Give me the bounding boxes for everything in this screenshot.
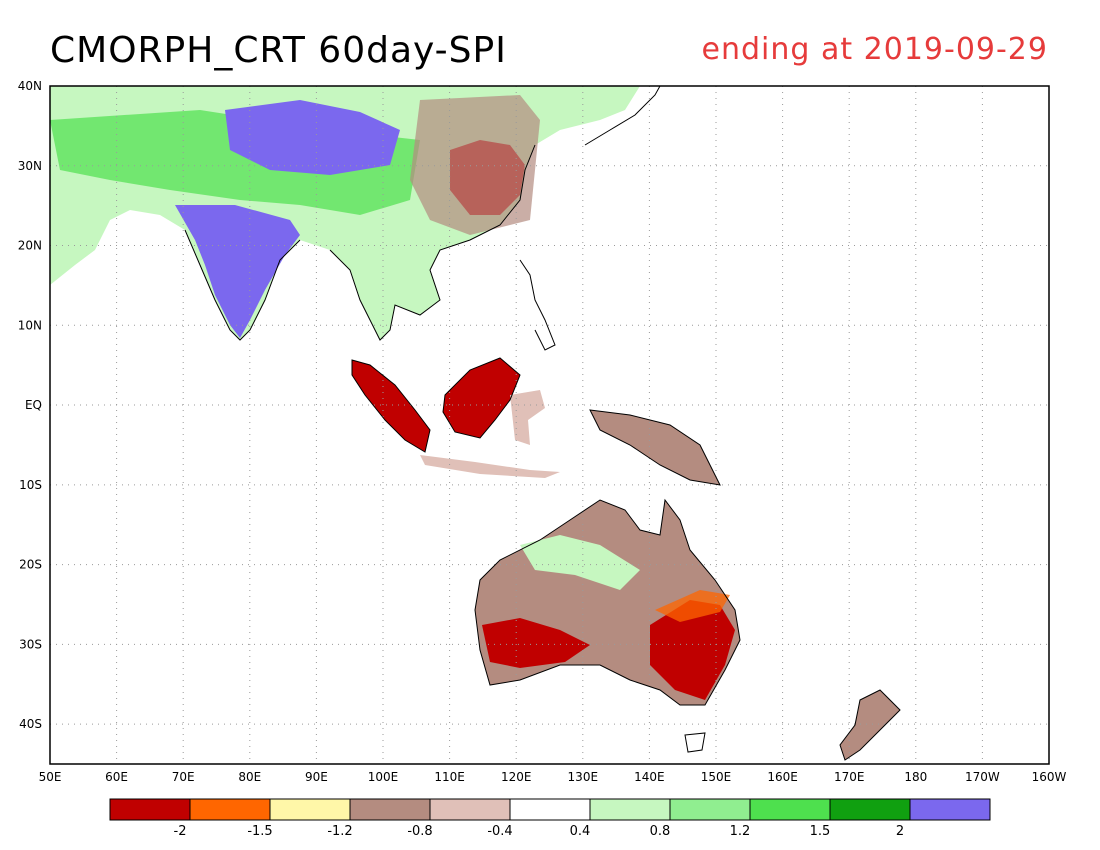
borneo-shading xyxy=(443,358,520,438)
australia-east-dry-shading xyxy=(650,600,735,700)
colorbar: -2 -1.5 -1.2 -0.8 -0.4 0.4 0.8 1.2 1.5 2 xyxy=(109,798,991,839)
japan-coast xyxy=(584,86,661,146)
longitude-labels: 50E 60E 70E 80E 90E 100E 110E 120E 130E 140E 150E 1… xyxy=(39,770,1067,784)
colorbar-label: 2 xyxy=(896,824,904,839)
graticule xyxy=(50,86,1049,764)
india-coast xyxy=(184,229,301,341)
lat-tick-label: 30S xyxy=(19,637,42,651)
colorbar-swatch xyxy=(589,798,671,821)
latitude-labels: 40N 30N 20N 10N EQ 10S 20S 30S 40S xyxy=(18,79,42,731)
colorbar-label: -0.4 xyxy=(487,824,512,839)
sumatra-coast xyxy=(351,359,431,453)
lon-tick-label: 90E xyxy=(305,770,328,784)
colorbar-swatch xyxy=(749,798,831,821)
map-title: CMORPH_CRT 60day-SPI xyxy=(50,30,507,71)
tibet-wet-shading xyxy=(225,100,400,175)
coastlines xyxy=(184,86,901,761)
colorbar-swatch xyxy=(349,798,431,821)
spi-field xyxy=(50,86,900,760)
lat-tick-label: 40N xyxy=(18,79,42,93)
colorbar-swatch xyxy=(509,798,591,821)
lat-tick-label: 20S xyxy=(19,558,42,572)
colorbar-label: 0.4 xyxy=(570,824,591,839)
map-frame xyxy=(49,85,1050,765)
lon-tick-label: 160W xyxy=(1032,770,1067,784)
colorbar-label: -2 xyxy=(174,824,187,839)
lat-tick-label: 20N xyxy=(18,239,42,253)
map-date: ending at 2019-09-29 xyxy=(701,32,1048,67)
newzealand-coast xyxy=(839,689,901,761)
lon-tick-label: 70E xyxy=(172,770,195,784)
lon-tick-label: 120E xyxy=(501,770,532,784)
newzealand-shading xyxy=(840,690,900,760)
tasmania-coast xyxy=(684,732,706,753)
newguinea-shading xyxy=(590,410,720,485)
sulawesi-shading xyxy=(510,390,545,445)
australia-orange-band xyxy=(655,590,730,622)
philippines-coast xyxy=(519,259,556,351)
china-brown-shading xyxy=(410,95,540,235)
lon-tick-label: 150E xyxy=(701,770,732,784)
lon-tick-label: 80E xyxy=(238,770,261,784)
lon-tick-label: 130E xyxy=(568,770,599,784)
lon-tick-label: 180 xyxy=(904,770,927,784)
colorbar-swatch xyxy=(829,798,911,821)
colorbar-swatch xyxy=(429,798,511,821)
lat-tick-label: 40S xyxy=(19,717,42,731)
australia-west-dry-shading xyxy=(482,618,590,668)
colorbar-label: 1.5 xyxy=(810,824,831,839)
newguinea-coast xyxy=(589,409,721,486)
lat-tick-label: 10S xyxy=(19,478,42,492)
colorbar-label: -0.8 xyxy=(407,824,432,839)
colorbar-label: -1.2 xyxy=(327,824,352,839)
australia-coast xyxy=(474,498,741,706)
lon-tick-label: 160E xyxy=(767,770,798,784)
indochina-coast xyxy=(329,144,536,341)
lat-tick-label: 30N xyxy=(18,159,42,173)
sumatra-shading xyxy=(352,360,430,452)
lon-tick-label: 140E xyxy=(634,770,665,784)
colorbar-swatch xyxy=(269,798,351,821)
lat-tick-label: 10N xyxy=(18,318,42,332)
colorbar-swatch xyxy=(189,798,271,821)
lon-tick-label: 60E xyxy=(105,770,128,784)
india-wet-shading xyxy=(175,205,300,338)
borneo-coast xyxy=(442,357,521,439)
colorbar-swatch xyxy=(909,798,991,821)
colorbar-swatch xyxy=(669,798,751,821)
colorbar-label: 1.2 xyxy=(730,824,751,839)
australia-north-wet-shading xyxy=(520,535,640,590)
lat-tick-label: EQ xyxy=(25,398,42,412)
lon-tick-label: 170E xyxy=(834,770,865,784)
java-shading xyxy=(420,455,560,478)
colorbar-label: -1.5 xyxy=(247,824,272,839)
lon-tick-label: 110E xyxy=(434,770,465,784)
colorbar-swatch xyxy=(109,798,191,821)
lon-tick-label: 50E xyxy=(39,770,62,784)
colorbar-label: 0.8 xyxy=(650,824,671,839)
lon-tick-label: 170W xyxy=(965,770,1000,784)
lon-tick-label: 100E xyxy=(368,770,399,784)
